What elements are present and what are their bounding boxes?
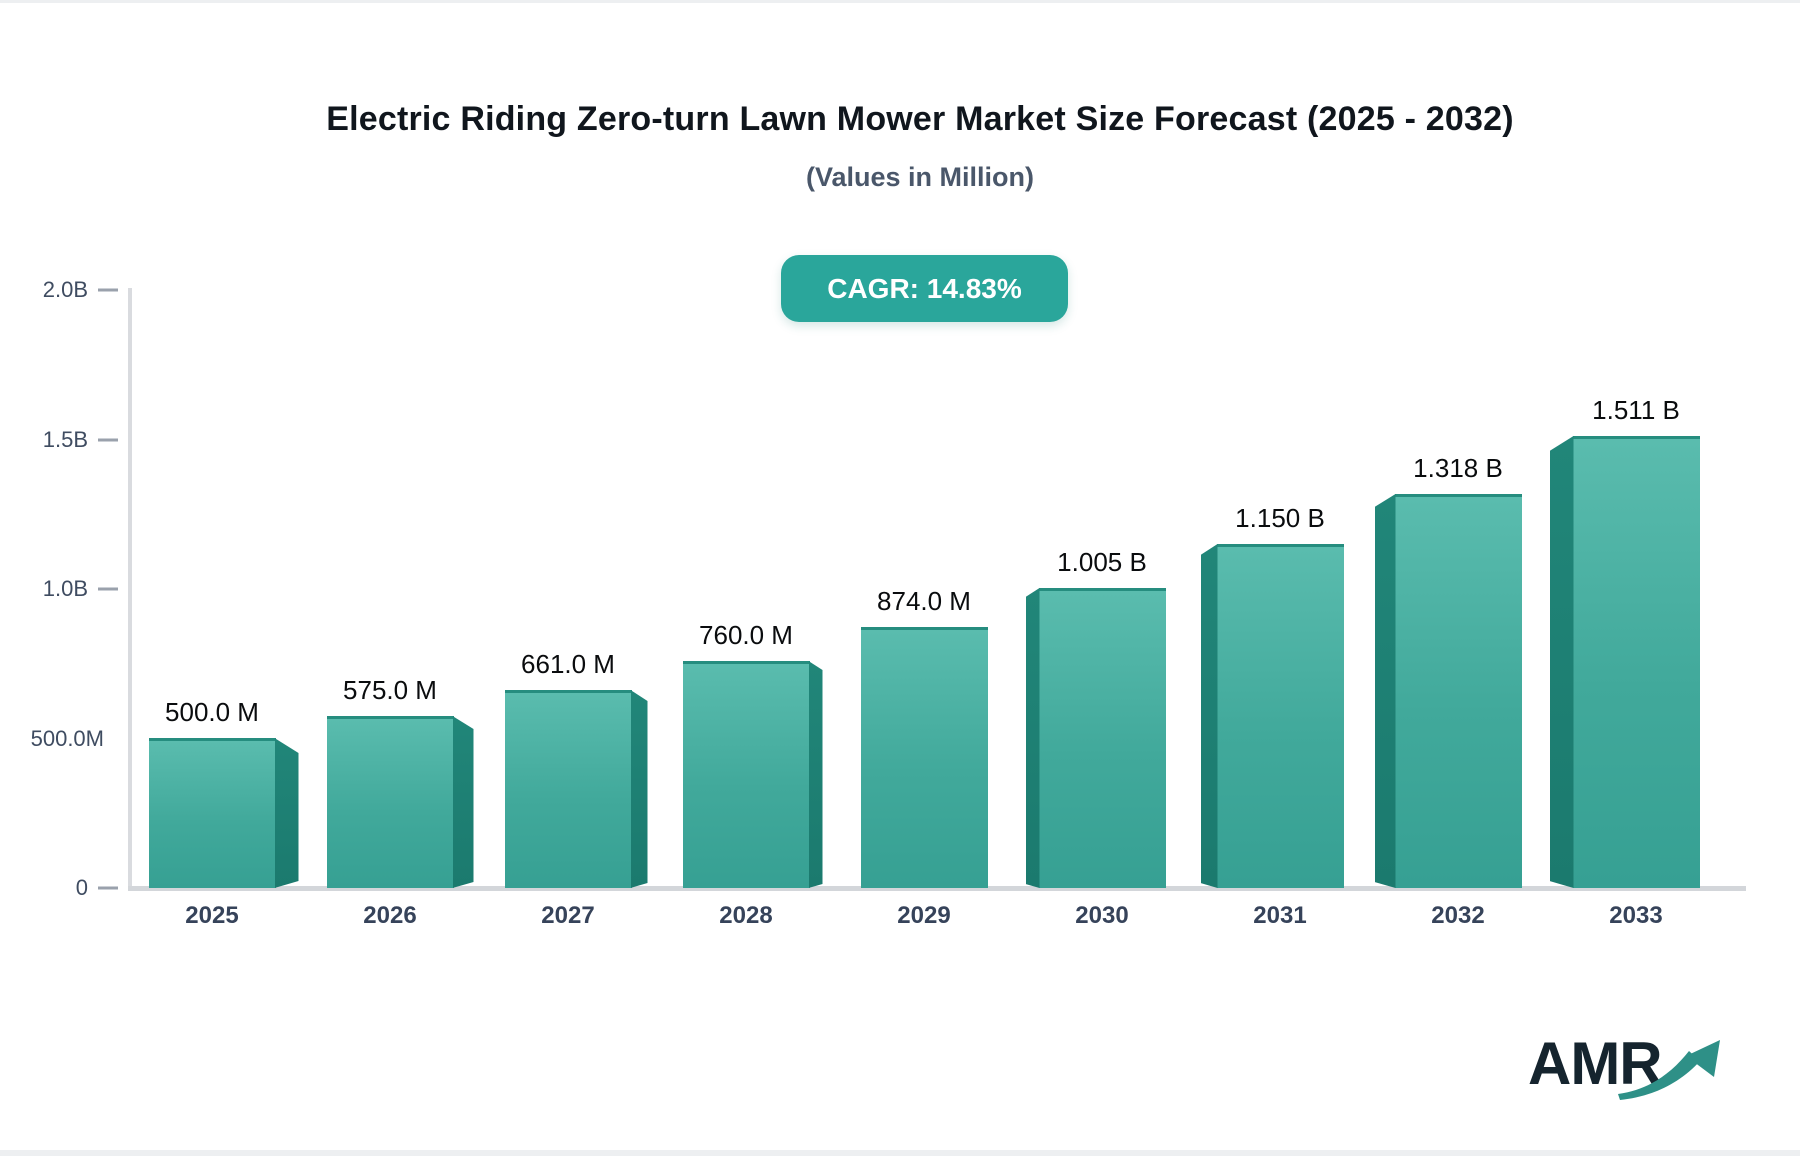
- x-axis-label-2032: 2032: [1431, 902, 1485, 929]
- growth-arrow-swoosh: [1618, 1051, 1700, 1100]
- bar-side-2025: [274, 738, 299, 888]
- bar-value-label-2029: 874.0 M: [877, 586, 971, 616]
- bar-value-label-2032: 1.318 B: [1413, 453, 1503, 483]
- x-axis-label-2027: 2027: [541, 902, 595, 929]
- bar-side-2032: [1374, 494, 1396, 888]
- bar-value-label-2030: 1.005 B: [1057, 547, 1147, 577]
- x-axis-label-2028: 2028: [719, 902, 773, 929]
- x-axis-label-2033: 2033: [1609, 902, 1663, 929]
- bar-value-label-2033: 1.511 B: [1592, 395, 1680, 425]
- x-axis-baseline: [128, 886, 1746, 891]
- bar-side-2028: [808, 661, 823, 888]
- bar-face-2027: [504, 690, 632, 888]
- x-axis-label-2026: 2026: [363, 902, 417, 929]
- y-axis-line: [128, 288, 132, 889]
- bar-2027: 661.0 M: [504, 649, 648, 888]
- bar-face-2029: [860, 627, 988, 888]
- y-tick-dash-1.5B: [98, 438, 118, 441]
- bar-face-2032: [1394, 494, 1522, 888]
- y-tick-label-0: 0: [75, 875, 88, 900]
- bar-face-2031: [1216, 544, 1344, 888]
- bar-2033: 1.511 B: [1549, 395, 1700, 888]
- bar-side-2027: [630, 690, 648, 888]
- bar-value-label-2028: 760.0 M: [699, 620, 793, 650]
- bar-side-2031: [1200, 544, 1218, 888]
- bar-2030: 1.005 B: [1025, 547, 1166, 888]
- x-axis-label-2030: 2030: [1075, 902, 1129, 929]
- cagr-badge-label: CAGR: 14.83%: [827, 272, 1022, 304]
- growth-arrow-head: [1686, 1040, 1720, 1077]
- y-tick-dash-1.0B: [98, 587, 118, 591]
- y-tick-label-1.5B: 1.5B: [42, 426, 88, 452]
- amr-logo-text: AMR: [1528, 1030, 1663, 1097]
- x-axis-label-2031: 2031: [1253, 902, 1307, 929]
- chart-title: Electric Riding Zero-turn Lawn Mower Mar…: [326, 100, 1514, 138]
- x-axis-label-2029: 2029: [897, 902, 951, 929]
- amr-logo: AMR: [1528, 1034, 1728, 1114]
- y-tick-dash-0: [98, 886, 118, 890]
- plot-area: 500.0 M 575.0 M 661.0 M 760.0 M 874.0 M 1.005…: [130, 290, 1746, 888]
- bar-value-label-2026: 575.0 M: [343, 675, 437, 705]
- bar-2026: 575.0 M: [326, 675, 474, 888]
- chart-subtitle: (Values in Million): [805, 162, 1035, 192]
- growth-arrow-icon: [1618, 1040, 1720, 1100]
- y-tick-label-500.0M: 500.0M: [30, 725, 104, 751]
- y-tick-label-2.0B: 2.0B: [42, 277, 88, 302]
- bar-face-2033: [1572, 436, 1700, 888]
- x-axis-label-2025: 2025: [185, 902, 239, 929]
- bar-value-label-2031: 1.150 B: [1235, 503, 1325, 533]
- bar-face-2028: [682, 661, 810, 888]
- bar-side-2030: [1025, 588, 1040, 888]
- bar-2028: 760.0 M: [682, 620, 823, 888]
- bar-2032: 1.318 B: [1374, 453, 1522, 888]
- bar-value-label-2027: 661.0 M: [521, 649, 615, 679]
- bar-2025: 500.0 M: [148, 697, 299, 888]
- bar-value-label-2025: 500.0 M: [165, 697, 259, 727]
- y-tick-dash-2.0B: [98, 288, 118, 292]
- bar-face-2030: [1038, 588, 1166, 888]
- cagr-badge: CAGR: 14.83%: [781, 255, 1068, 322]
- top-edge-divider: [0, 0, 1800, 3]
- bar-face-2025: [148, 738, 276, 888]
- bar-face-2026: [326, 716, 454, 888]
- bar-side-2033: [1549, 436, 1574, 888]
- bar-2029: 874.0 M: [860, 586, 988, 888]
- bar-2031: 1.150 B: [1200, 503, 1344, 888]
- bottom-edge-divider: [0, 1150, 1800, 1156]
- bar-side-2026: [452, 716, 474, 888]
- y-tick-label-1.0B: 1.0B: [42, 576, 88, 601]
